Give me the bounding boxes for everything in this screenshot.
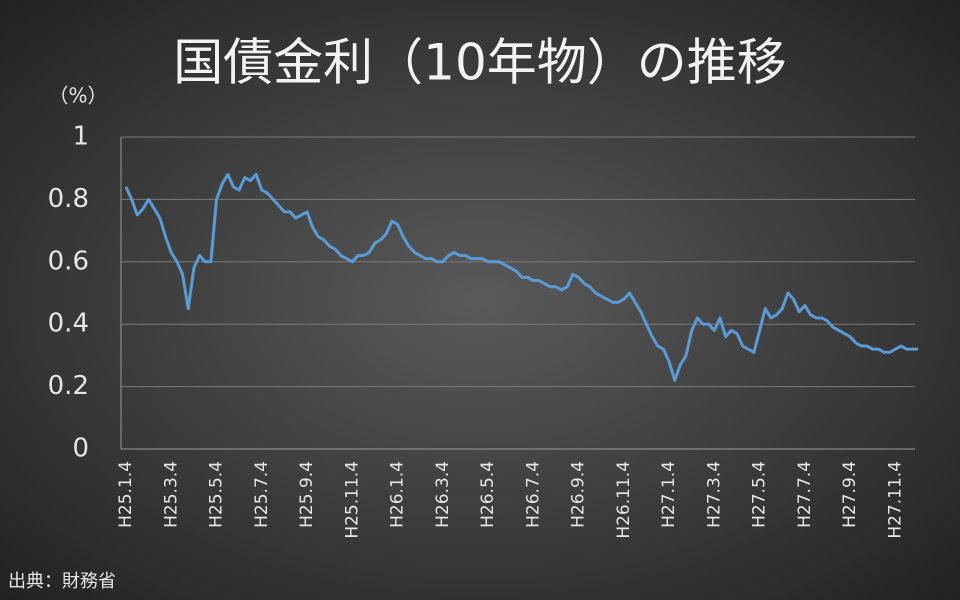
x-tick-label: H26.9.4 <box>569 461 589 528</box>
x-tick-label: H27.9.4 <box>840 461 860 528</box>
x-tick-label: H25.3.4 <box>161 461 181 528</box>
y-unit: （%） <box>48 84 107 108</box>
x-tick-label: H26.7.4 <box>523 461 543 528</box>
y-tick-label: 0.6 <box>48 246 89 276</box>
x-tick-label: H26.5.4 <box>478 461 498 528</box>
x-tick-label: H25.9.4 <box>297 461 317 528</box>
x-tick-label: H27.7.4 <box>795 461 815 528</box>
x-tick-label: H27.1.4 <box>659 461 679 528</box>
x-tick-label: H26.3.4 <box>433 461 453 528</box>
x-tick-label: H25.11.4 <box>342 461 362 539</box>
x-tick-label: H26.11.4 <box>614 461 634 539</box>
x-tick-label: H25.5.4 <box>207 461 227 528</box>
x-tick-label: H27.3.4 <box>704 461 724 528</box>
y-tick-label: 0.8 <box>48 184 89 214</box>
x-tick-label: H25.1.4 <box>116 461 136 528</box>
y-tick-label: 0 <box>72 434 89 464</box>
y-tick-label: 1 <box>72 122 89 152</box>
x-tick-label: H25.7.4 <box>252 461 272 528</box>
x-tick-label: H27.11.4 <box>885 461 905 539</box>
x-tick-label: H26.1.4 <box>388 461 408 528</box>
y-tick-label: 0.2 <box>48 371 89 401</box>
source: 出典：財務省 <box>8 571 116 592</box>
y-tick-label: 0.4 <box>48 309 89 339</box>
chart-title: 国債金利（10年物）の推移 <box>173 34 787 92</box>
x-tick-label: H27.5.4 <box>750 461 770 528</box>
line <box>124 172 918 382</box>
